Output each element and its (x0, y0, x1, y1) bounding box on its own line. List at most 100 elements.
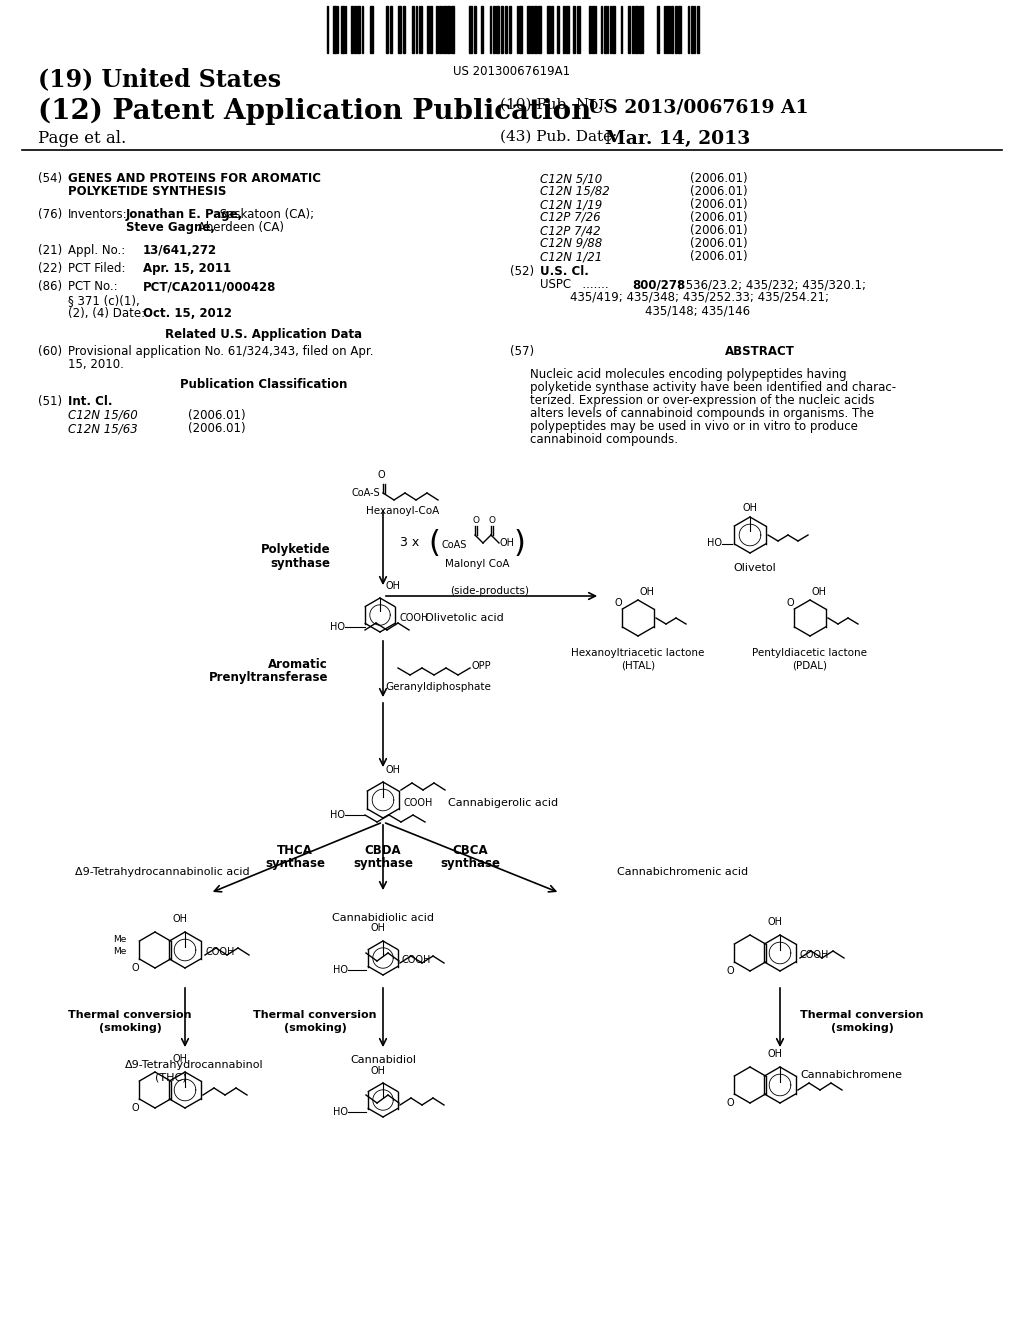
Bar (333, 7, 336, 53)
Text: COOH: COOH (800, 950, 829, 960)
Text: (side-products): (side-products) (451, 586, 529, 597)
Text: 800/278: 800/278 (632, 279, 685, 290)
Text: O: O (726, 966, 734, 975)
Text: (2006.01): (2006.01) (690, 172, 748, 185)
Text: (PDAL): (PDAL) (793, 661, 827, 671)
Text: 13/641,272: 13/641,272 (143, 244, 217, 257)
Text: Δ9-Tetrahydrocannabinol: Δ9-Tetrahydrocannabinol (125, 1060, 263, 1071)
Text: (2006.01): (2006.01) (690, 249, 748, 263)
Text: Appl. No.:: Appl. No.: (68, 244, 125, 257)
Text: Aromatic: Aromatic (268, 659, 328, 672)
Bar (354, 7, 356, 53)
Text: O: O (131, 1104, 139, 1113)
Text: HO: HO (330, 810, 345, 820)
Text: (smoking): (smoking) (284, 1023, 346, 1034)
Text: Cannabidiolic acid: Cannabidiolic acid (332, 913, 434, 923)
Text: POLYKETIDE SYNTHESIS: POLYKETIDE SYNTHESIS (68, 185, 226, 198)
Bar (357, 7, 360, 53)
Text: Oct. 15, 2012: Oct. 15, 2012 (143, 308, 232, 319)
Text: Thermal conversion: Thermal conversion (800, 1010, 924, 1020)
Text: synthase: synthase (265, 857, 325, 870)
Bar (538, 7, 541, 53)
Text: (2006.01): (2006.01) (690, 238, 748, 249)
Text: (60): (60) (38, 345, 62, 358)
Text: cannabinoid compounds.: cannabinoid compounds. (530, 433, 678, 446)
Bar (547, 7, 550, 53)
Text: OH: OH (768, 1049, 782, 1059)
Text: O: O (488, 516, 496, 525)
Text: Cannabichromene: Cannabichromene (800, 1071, 902, 1080)
Text: (: ( (428, 528, 440, 557)
Text: Thermal conversion: Thermal conversion (253, 1010, 377, 1020)
Bar (632, 7, 634, 53)
Bar (390, 7, 392, 53)
Text: polypeptides may be used in vivo or in vitro to produce: polypeptides may be used in vivo or in v… (530, 420, 858, 433)
Text: 435/148; 435/146: 435/148; 435/146 (570, 304, 751, 317)
Text: C12N 1/21: C12N 1/21 (540, 249, 602, 263)
Bar (501, 7, 503, 53)
Bar (531, 7, 534, 53)
Text: synthase: synthase (440, 857, 500, 870)
Bar (697, 7, 699, 53)
Text: Mar. 14, 2013: Mar. 14, 2013 (605, 129, 751, 148)
Text: C12N 1/19: C12N 1/19 (540, 198, 602, 211)
Text: Δ9-Tetrahydrocannabinolic acid: Δ9-Tetrahydrocannabinolic acid (75, 867, 250, 876)
Text: C12N 15/63: C12N 15/63 (68, 422, 138, 436)
Text: Me: Me (114, 948, 127, 957)
Text: OH: OH (742, 503, 758, 513)
Text: § 371 (c)(1),: § 371 (c)(1), (68, 294, 139, 308)
Text: (2), (4) Date:: (2), (4) Date: (68, 308, 145, 319)
Text: Prenyltransferase: Prenyltransferase (209, 672, 328, 685)
Text: HO: HO (707, 539, 722, 548)
Text: (smoking): (smoking) (98, 1023, 162, 1034)
Bar (675, 7, 677, 53)
Text: OH: OH (172, 1053, 187, 1064)
Bar (386, 7, 388, 53)
Text: ABSTRACT: ABSTRACT (725, 345, 795, 358)
Text: Olivetolic acid: Olivetolic acid (425, 612, 504, 623)
Text: Page et al.: Page et al. (38, 129, 126, 147)
Text: (54): (54) (38, 172, 62, 185)
Text: OH: OH (371, 1067, 385, 1076)
Text: Inventors:: Inventors: (68, 209, 128, 220)
Bar (592, 7, 594, 53)
Text: (19) United States: (19) United States (38, 67, 282, 91)
Text: (52): (52) (510, 265, 535, 279)
Text: CBCA: CBCA (453, 845, 487, 858)
Text: O: O (726, 1098, 734, 1107)
Text: THCA: THCA (278, 845, 313, 858)
Bar (403, 7, 406, 53)
Bar (635, 7, 638, 53)
Text: Related U.S. Application Data: Related U.S. Application Data (166, 327, 362, 341)
Bar (447, 7, 450, 53)
Bar (639, 7, 641, 53)
Bar (612, 7, 615, 53)
Text: Thermal conversion: Thermal conversion (69, 1010, 191, 1020)
Bar (678, 7, 681, 53)
Bar (557, 7, 559, 53)
Text: COOH: COOH (399, 612, 428, 623)
Bar (481, 7, 483, 53)
Text: (43) Pub. Date:: (43) Pub. Date: (500, 129, 617, 144)
Bar (370, 7, 373, 53)
Text: (10) Pub. No.:: (10) Pub. No.: (500, 98, 608, 112)
Text: synthase: synthase (270, 557, 330, 569)
Text: O: O (786, 598, 794, 609)
Text: Polyketide: Polyketide (260, 544, 330, 557)
Text: PCT/CA2011/000428: PCT/CA2011/000428 (143, 280, 276, 293)
Bar (436, 7, 438, 53)
Text: Jonathan E. Page,: Jonathan E. Page, (126, 209, 244, 220)
Bar (451, 7, 454, 53)
Text: CoA-S: CoA-S (351, 488, 380, 498)
Text: (21): (21) (38, 244, 62, 257)
Bar (412, 7, 414, 53)
Bar (474, 7, 476, 53)
Text: Malonyl CoA: Malonyl CoA (444, 558, 509, 569)
Text: 3 x: 3 x (400, 536, 419, 549)
Bar (427, 7, 429, 53)
Text: O: O (614, 598, 622, 609)
Text: Cannabigerolic acid: Cannabigerolic acid (449, 799, 558, 808)
Text: (2006.01): (2006.01) (690, 211, 748, 224)
Text: (2006.01): (2006.01) (690, 198, 748, 211)
Bar (509, 7, 511, 53)
